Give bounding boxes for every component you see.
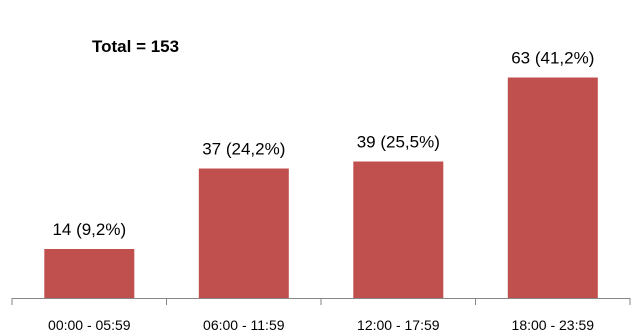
- data-labels-group: 14 (9,2%) 37 (24,2%) 39 (25,5%) 63 (41,2%): [52, 49, 594, 240]
- bars-group: [44, 77, 598, 298]
- bar-3: [507, 77, 598, 298]
- x-tick-label-1: 06:00 - 11:59: [203, 317, 285, 333]
- data-label-3: 63 (41,2%): [511, 49, 594, 68]
- data-label-1: 37 (24,2%): [202, 140, 285, 159]
- bar-0: [44, 249, 135, 298]
- total-annotation: Total = 153: [92, 37, 179, 56]
- x-tick-label-0: 00:00 - 05:59: [48, 317, 131, 333]
- bar-2: [353, 161, 444, 298]
- x-ticks-group: [11, 298, 631, 305]
- data-label-2: 39 (25,5%): [357, 133, 440, 152]
- x-tick-label-3: 18:00 - 23:59: [512, 317, 595, 333]
- x-tick-labels-group: 00:00 - 05:59 06:00 - 11:59 12:00 - 17:59 1…: [48, 317, 594, 333]
- x-tick-label-2: 12:00 - 17:59: [357, 317, 440, 333]
- bar-1: [198, 168, 289, 298]
- data-label-0: 14 (9,2%): [52, 220, 126, 239]
